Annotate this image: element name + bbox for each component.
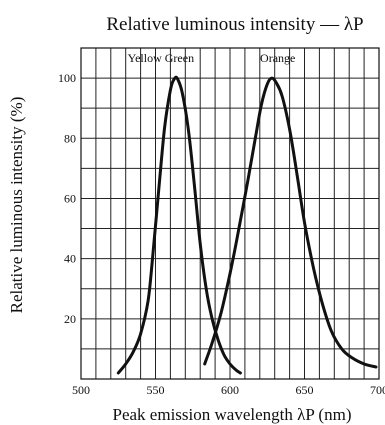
x-tick-label: 550 bbox=[147, 383, 165, 397]
x-axis-label: Peak emission wavelength λP (nm) bbox=[113, 405, 352, 424]
y-tick-label: 80 bbox=[64, 131, 76, 145]
x-tick-label: 500 bbox=[72, 383, 90, 397]
plot-frame bbox=[80, 47, 380, 380]
series-label: Orange bbox=[260, 51, 295, 65]
series-label: Yellow Green bbox=[128, 51, 194, 65]
series-line-1 bbox=[203, 76, 378, 369]
series-curves bbox=[116, 75, 378, 375]
x-tick-label: 700 bbox=[370, 383, 385, 397]
y-tick-label: 20 bbox=[64, 312, 76, 326]
chart-title: Relative luminous intensity — λP bbox=[106, 14, 363, 35]
y-tick-label: 60 bbox=[64, 191, 76, 205]
x-tick-label: 600 bbox=[221, 383, 239, 397]
series-line-0 bbox=[116, 75, 242, 375]
x-tick-label: 650 bbox=[296, 383, 314, 397]
grid bbox=[81, 48, 379, 379]
y-axis-label: Relative luminous intensity (%) bbox=[7, 97, 26, 314]
y-tick-label: 40 bbox=[64, 252, 76, 266]
tick-labels: 500 550 600 650 700 20 40 60 80 100 bbox=[58, 71, 385, 397]
series-labels: Yellow Green Orange bbox=[128, 51, 296, 65]
y-tick-label: 100 bbox=[58, 71, 76, 85]
